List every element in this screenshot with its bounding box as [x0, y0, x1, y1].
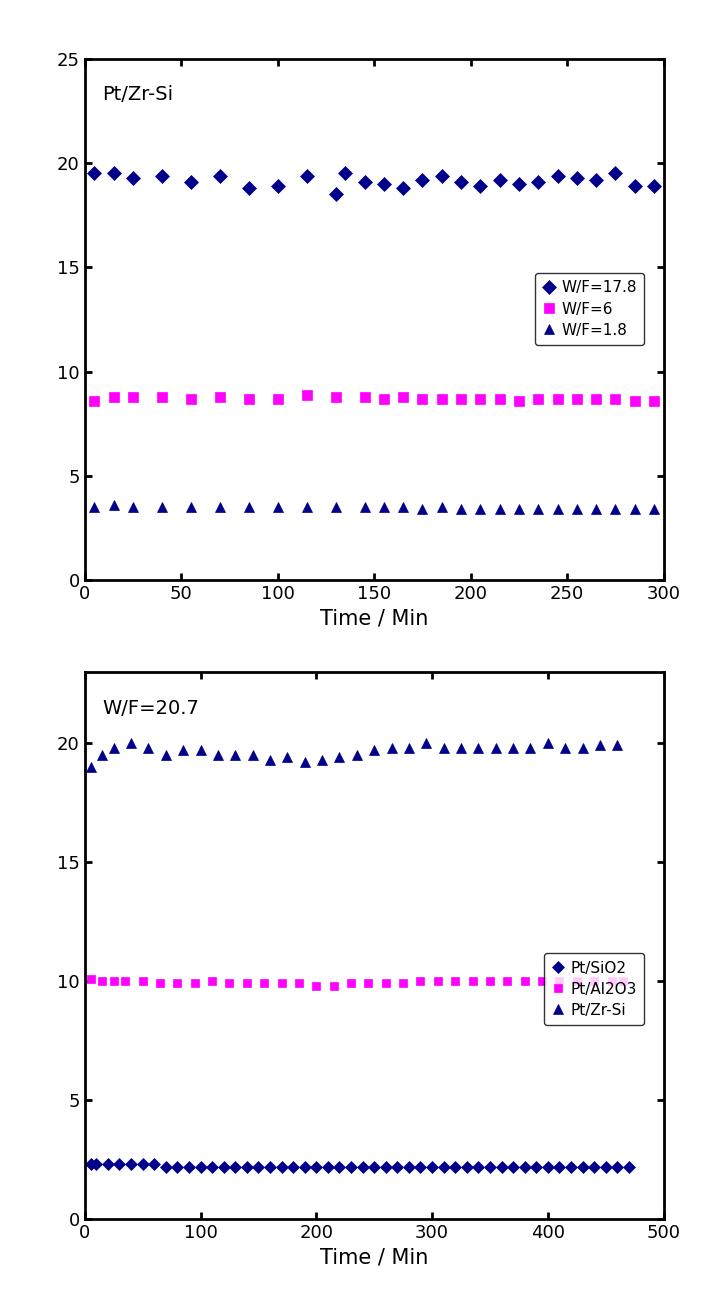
X-axis label: Time / Min: Time / Min [320, 609, 429, 629]
Text: W/F=20.7: W/F=20.7 [102, 699, 199, 719]
Legend: Pt/SiO2, Pt/Al2O3, Pt/Zr-Si: Pt/SiO2, Pt/Al2O3, Pt/Zr-Si [544, 953, 645, 1025]
X-axis label: Time / Min: Time / Min [320, 1248, 429, 1267]
Text: Pt/Zr-Si: Pt/Zr-Si [102, 85, 173, 104]
Legend: W/F=17.8, W/F=6, W/F=1.8: W/F=17.8, W/F=6, W/F=1.8 [535, 273, 645, 346]
